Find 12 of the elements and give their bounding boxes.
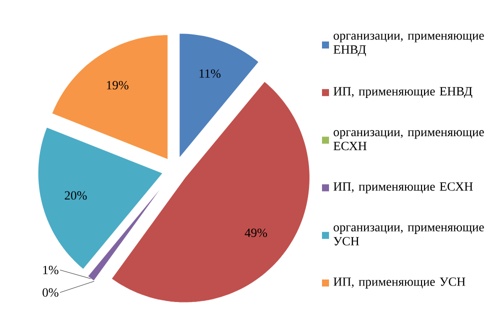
legend-label: ИП, применяющие ЕНВД (334, 87, 472, 98)
legend-label: организации, применяющие ЕНВД (334, 34, 484, 56)
legend-label: ИП, применяющие УСН (334, 278, 466, 288)
legend-label: ИП, применяющие ЕСХН (334, 182, 473, 194)
data-label: 49% (244, 228, 268, 238)
text: 0% (42, 288, 58, 297)
data-label: 19% (107, 80, 128, 90)
data-label: 20% (64, 191, 87, 200)
legend-label: организации, применяющие ЕСХН (334, 130, 484, 150)
data-label: 11% (200, 69, 221, 78)
legend-label: организации, применяющие УСН (334, 225, 484, 246)
data-label: 1% (43, 266, 58, 274)
